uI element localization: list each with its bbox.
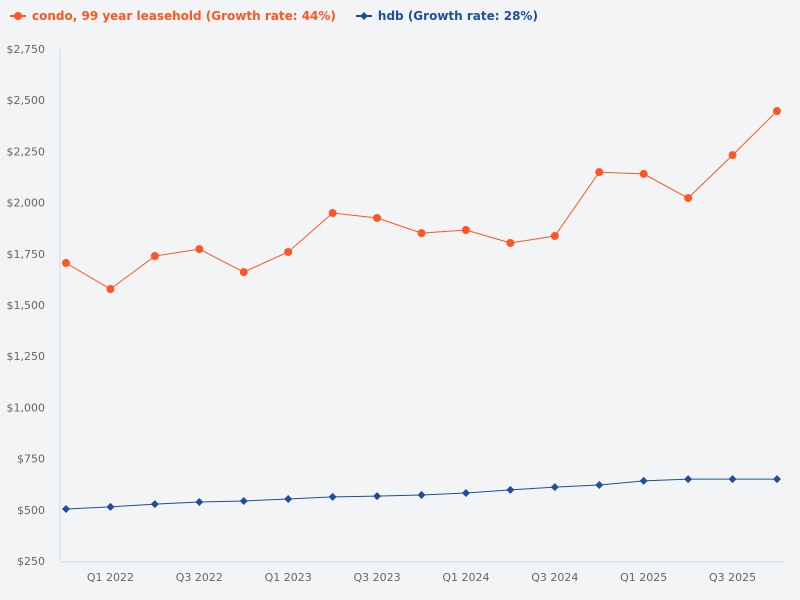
data-point-hdb <box>773 475 781 484</box>
legend: condo, 99 year leasehold (Growth rate: 4… <box>10 9 538 23</box>
x-tick-label: Q1 2025 <box>620 571 667 584</box>
x-tick-label: Q3 2024 <box>531 571 578 584</box>
data-point-condo <box>417 229 426 238</box>
series-line-condo <box>65 110 778 290</box>
data-point-condo <box>62 259 70 268</box>
data-point-hdb <box>106 502 115 511</box>
data-point-condo <box>239 268 248 277</box>
data-point-condo <box>284 247 293 256</box>
y-tick-label: $750 <box>17 453 45 466</box>
data-point-condo <box>328 209 337 218</box>
y-tick-label: $1,750 <box>7 248 46 261</box>
data-point-condo <box>373 213 382 222</box>
y-tick-label: $2,750 <box>7 43 46 56</box>
data-point-hdb <box>728 475 737 484</box>
data-point-hdb <box>284 494 293 503</box>
data-point-hdb <box>506 485 515 494</box>
data-point-condo <box>506 238 515 247</box>
y-tick-label: $1,500 <box>7 299 46 312</box>
y-tick-label: $2,000 <box>7 197 46 210</box>
data-point-hdb <box>684 475 693 484</box>
y-tick-label: $1,250 <box>7 350 46 363</box>
legend-label-hdb: hdb (Growth rate: 28%) <box>377 9 538 23</box>
legend-item-hdb[interactable]: hdb (Growth rate: 28%) <box>355 9 538 23</box>
data-point-condo <box>195 245 204 254</box>
data-point-condo <box>595 168 604 177</box>
data-point-condo <box>684 194 693 203</box>
data-point-hdb <box>461 489 470 498</box>
data-point-condo <box>728 151 737 160</box>
data-point-hdb <box>595 481 604 490</box>
data-point-hdb <box>62 504 70 513</box>
data-point-hdb <box>373 492 382 501</box>
data-point-hdb <box>550 483 559 492</box>
data-point-condo <box>461 226 470 235</box>
x-tick-label: Q3 2023 <box>353 571 400 584</box>
circle-marker-icon <box>10 12 26 20</box>
data-point-hdb <box>639 476 648 485</box>
y-tick-label: $500 <box>17 504 45 517</box>
y-tick-label: $1,000 <box>7 401 46 414</box>
data-point-condo <box>150 252 159 261</box>
y-tick-label: $250 <box>17 555 45 568</box>
legend-label-condo: condo, 99 year leasehold (Growth rate: 4… <box>32 9 336 23</box>
x-tick-label: Q3 2022 <box>176 571 223 584</box>
data-point-hdb <box>328 492 337 501</box>
y-tick-label: $2,250 <box>7 145 46 158</box>
y-tick-label: $2,500 <box>7 94 46 107</box>
x-tick-label: Q1 2024 <box>442 571 489 584</box>
x-tick-label: Q1 2023 <box>265 571 312 584</box>
data-point-condo <box>639 169 648 178</box>
legend-item-condo[interactable]: condo, 99 year leasehold (Growth rate: 4… <box>10 9 336 23</box>
data-point-hdb <box>239 496 248 505</box>
data-point-hdb <box>150 500 159 509</box>
data-point-condo <box>550 231 559 240</box>
data-point-condo <box>106 285 115 294</box>
x-tick-label: Q3 2025 <box>709 571 756 584</box>
diamond-marker-icon <box>355 12 372 20</box>
data-point-hdb <box>195 498 204 507</box>
x-tick-label: Q1 2022 <box>87 571 134 584</box>
data-point-hdb <box>417 491 426 500</box>
data-point-condo <box>773 107 781 116</box>
